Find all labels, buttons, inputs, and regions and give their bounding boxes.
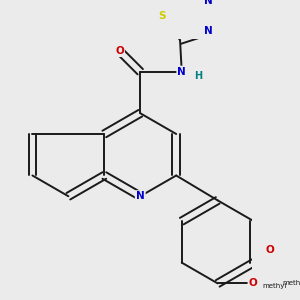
- Text: O: O: [115, 46, 124, 56]
- Text: O: O: [249, 278, 257, 288]
- Text: N: N: [177, 67, 186, 77]
- Text: methyl: methyl: [282, 280, 300, 286]
- Text: H: H: [194, 71, 202, 81]
- Text: methyl: methyl: [262, 284, 286, 290]
- Text: S: S: [158, 11, 166, 21]
- Text: O: O: [266, 245, 274, 255]
- Text: N: N: [204, 26, 213, 36]
- Text: N: N: [204, 0, 213, 6]
- Text: N: N: [136, 191, 145, 201]
